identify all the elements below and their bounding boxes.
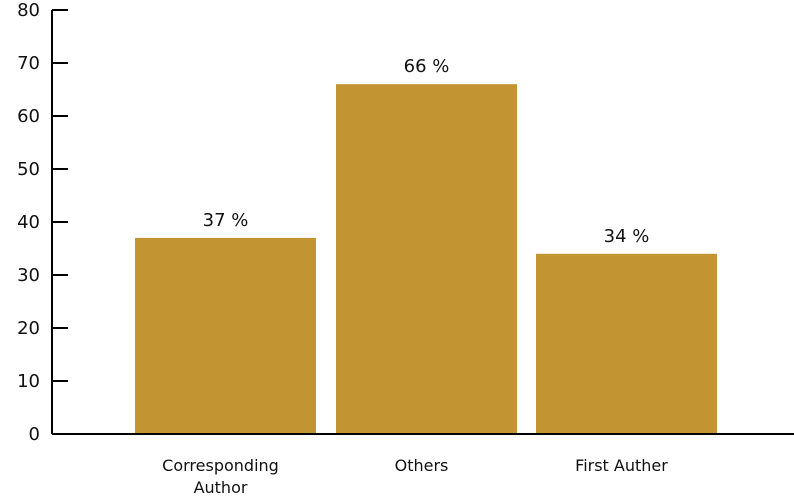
data-label: 37 % — [203, 210, 249, 231]
y-tick-label: 50 — [17, 159, 40, 180]
data-label: 66 % — [404, 56, 450, 77]
bar — [336, 84, 517, 434]
category-label: Others — [395, 456, 449, 475]
y-tick-label: 70 — [17, 53, 40, 74]
x-axis: Corresponding Author Others First Auther — [52, 433, 794, 497]
y-axis: 0 10 20 30 40 50 60 70 80 — [17, 0, 68, 445]
category-label-line: Corresponding — [162, 456, 279, 475]
bar — [135, 237, 316, 434]
y-tick-label: 10 — [17, 371, 40, 392]
category-label: Corresponding Author — [162, 456, 279, 497]
y-tick-label: 30 — [17, 265, 40, 286]
y-tick-label: 80 — [17, 0, 40, 21]
bars: 37 % 66 % 34 % — [135, 56, 717, 434]
y-tick-label: 0 — [29, 424, 40, 445]
category-label: First Auther — [575, 456, 668, 475]
category-label-line: Others — [395, 456, 449, 475]
data-label: 34 % — [604, 226, 650, 247]
bar — [536, 253, 717, 434]
category-label-line: Author — [194, 478, 248, 497]
y-tick-label: 20 — [17, 318, 40, 339]
y-tick-label: 40 — [17, 212, 40, 233]
y-tick-label: 60 — [17, 106, 40, 127]
category-label-line: First Auther — [575, 456, 668, 475]
